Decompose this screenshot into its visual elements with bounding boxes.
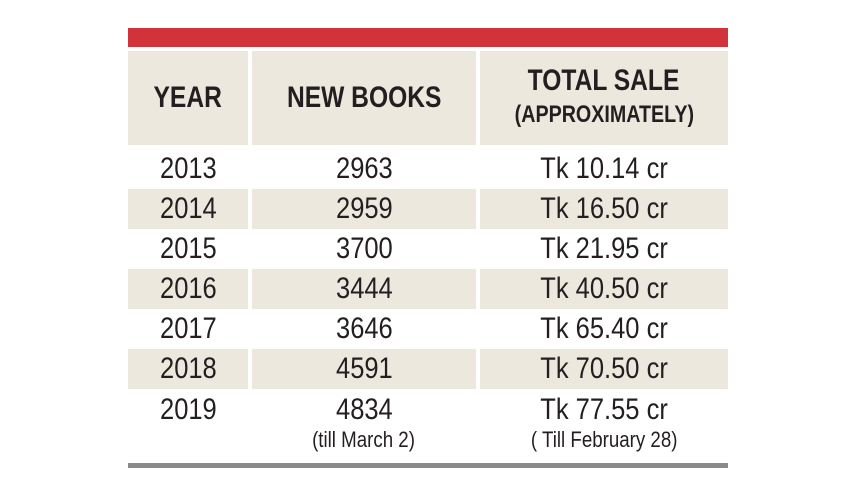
books-cell: 3646: [252, 309, 476, 349]
sale-cell: Tk 16.50 cr: [480, 189, 728, 229]
total-sale: Tk 40.50 cr: [540, 272, 668, 305]
header-text: TOTAL SALE: [528, 64, 680, 97]
books-cell: 2959: [252, 189, 476, 229]
new-books: 4834: [335, 393, 393, 426]
header-cell: YEAR: [128, 51, 248, 145]
sale-cell: Tk 21.95 cr: [480, 229, 728, 269]
new-books: 2959: [335, 192, 393, 225]
year-cell: 2016: [128, 269, 248, 309]
table-row: 2019 4834 (till March 2) Tk 77.55 cr( Till …: [128, 389, 728, 461]
table-row: 2018 4591 Tk 70.50 cr: [128, 349, 728, 389]
table-body: 2013 2963 Tk 10.14 cr 2014 2959 Tk 16.50 cr 20…: [128, 149, 728, 461]
year: 2018: [159, 352, 217, 385]
header-cell: TOTAL SALE (APPROXIMATELY): [480, 51, 728, 145]
year: 2013: [159, 152, 217, 185]
header-cell: NEW BOOKS: [252, 51, 476, 145]
table-row: 2013 2963 Tk 10.14 cr: [128, 149, 728, 189]
sale-cell: Tk 40.50 cr: [480, 269, 728, 309]
new-books: 2963: [335, 152, 393, 185]
total-sale: Tk 16.50 cr: [540, 192, 668, 225]
sale-cell: Tk 70.50 cr: [480, 349, 728, 389]
year-cell: 2018: [128, 349, 248, 389]
sale-cell: Tk 10.14 cr: [480, 149, 728, 189]
top-bar: [128, 28, 728, 47]
total-sale: Tk 70.50 cr: [540, 352, 668, 385]
total-sale: Tk 21.95 cr: [540, 232, 668, 265]
year-cell: 2014: [128, 189, 248, 229]
year-cell: 2015: [128, 229, 248, 269]
year: 2019: [159, 393, 217, 426]
year: 2014: [159, 192, 217, 225]
new-books: 3444: [335, 272, 393, 305]
books-cell: 4591: [252, 349, 476, 389]
new-books: 4591: [335, 352, 393, 385]
books-cell: 2963: [252, 149, 476, 189]
year: 2017: [159, 312, 217, 345]
header-subtext: (APPROXIMATELY): [514, 101, 694, 128]
table-row: 2014 2959 Tk 16.50 cr: [128, 189, 728, 229]
table-row: 2016 3444 Tk 40.50 cr: [128, 269, 728, 309]
year-cell: 2013: [128, 149, 248, 189]
note: ( Till February 28): [530, 427, 678, 452]
sale-cell: Tk 65.40 cr: [480, 309, 728, 349]
year: 2016: [159, 272, 217, 305]
books-cell: 4834 (till March 2): [252, 389, 476, 461]
new-books: 3646: [335, 312, 393, 345]
bottom-bar: [128, 463, 728, 468]
total-sale: Tk 77.55 cr: [540, 393, 668, 426]
sale-cell: Tk 77.55 cr( Till February 28): [480, 389, 728, 461]
table-row: 2017 3646 Tk 65.40 cr: [128, 309, 728, 349]
note: (till March 2): [312, 427, 416, 452]
new-books: 3700: [335, 232, 393, 265]
table-row: 2015 3700 Tk 21.95 cr: [128, 229, 728, 269]
total-sale: Tk 10.14 cr: [540, 152, 668, 185]
table: YEAR NEW BOOKS TOTAL SALE (APPROXIMATELY)…: [128, 28, 728, 468]
year-cell: 2017: [128, 309, 248, 349]
year-cell: 2019: [128, 389, 248, 461]
header-row: YEAR NEW BOOKS TOTAL SALE (APPROXIMATELY): [128, 51, 728, 145]
books-cell: 3444: [252, 269, 476, 309]
books-cell: 3700: [252, 229, 476, 269]
total-sale: Tk 65.40 cr: [540, 312, 668, 345]
header-text: NEW BOOKS: [286, 81, 442, 114]
year: 2015: [159, 232, 217, 265]
header-text: YEAR: [153, 81, 223, 114]
